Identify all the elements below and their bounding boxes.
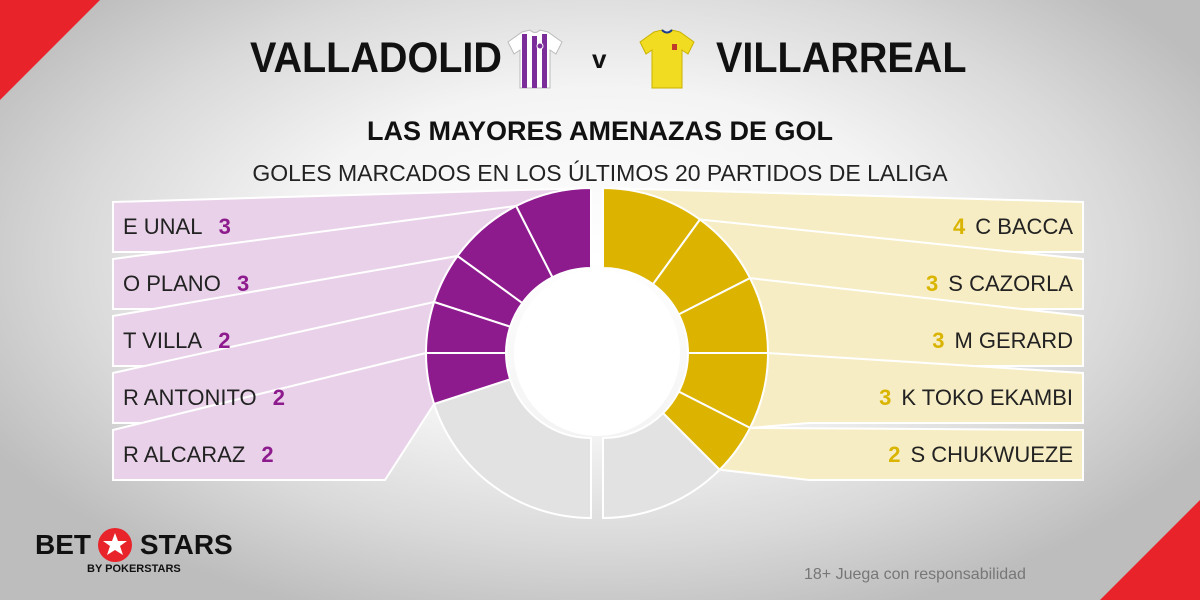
home-team-name: VALLADOLID [250,34,502,82]
player-name: K TOKO EKAMBI [901,385,1073,410]
versus-label: v [592,44,607,74]
connector-away-3 [748,351,1084,430]
player-goals: 2 [888,442,901,467]
player-goals: 3 [879,385,892,410]
player-label-home-0: E UNAL 3 [123,212,231,242]
home-shirt-icon [507,29,563,89]
red-corner-bottom-right [1100,500,1200,600]
player-name: E UNAL [123,214,203,239]
slice-home-4 [424,352,512,406]
away-shirt-icon [639,29,695,89]
player-label-home-1: O PLANO 3 [123,269,249,299]
player-goals: 4 [952,214,966,239]
player-label-away-2: 3 M GERARD [932,326,1073,356]
player-label-home-3: R ANTONITO 2 [123,383,285,413]
player-label-away-3: 3 K TOKO EKAMBI [879,383,1073,413]
player-label-away-4: 2 S CHUKWUEZE [888,440,1073,470]
brand-word-right: STARS [139,529,233,560]
away-team-name: VILLARREAL [716,34,967,82]
donut-hole [514,270,680,436]
brand-word-left: BET [35,529,91,560]
player-name: S CHUKWUEZE [910,442,1073,467]
connector-home-4 [112,351,436,481]
player-goals: 3 [932,328,945,353]
player-name: S CAZORLA [948,271,1073,296]
chart-title: LAS MAYORES AMENAZAS DE GOL [366,116,834,146]
connector-away-4 [717,426,1084,481]
player-name: T VILLA [123,328,203,353]
player-label-away-0: 4 C BACCA [953,212,1073,242]
player-goals: 2 [272,385,286,410]
player-label-away-1: 3 S CAZORLA [926,269,1073,299]
player-name: O PLANO [123,271,221,296]
home-remaining-arc [432,378,592,520]
player-name: C BACCA [975,214,1073,239]
player-goals: 2 [218,328,231,353]
slice-away-4 [661,390,752,472]
player-label-home-2: T VILLA 2 [123,326,230,356]
player-goals: 3 [236,271,250,296]
away-remaining-arc [602,411,722,520]
away-series [602,186,1084,520]
star-icon [98,528,133,562]
player-label-home-4: R ALCARAZ 2 [123,440,274,470]
player-goals: 3 [926,271,939,296]
player-goals: 3 [218,214,231,239]
betstars-logo: BET STARS BY POKERSTARS [35,527,233,575]
responsible-gaming-notice: 18+ Juega con responsabilidad [804,566,1026,583]
red-corner-top-left [0,0,100,100]
player-name: R ANTONITO [123,385,257,410]
player-name: R ALCARAZ [123,442,246,467]
home-series [112,186,592,520]
player-name: M GERARD [954,328,1073,353]
chart-subtitle: GOLES MARCADOS EN LOS ÚLTIMOS 20 PARTIDO… [252,160,948,186]
player-goals: 2 [261,442,274,467]
brand-subtitle: BY POKERSTARS [87,563,181,575]
